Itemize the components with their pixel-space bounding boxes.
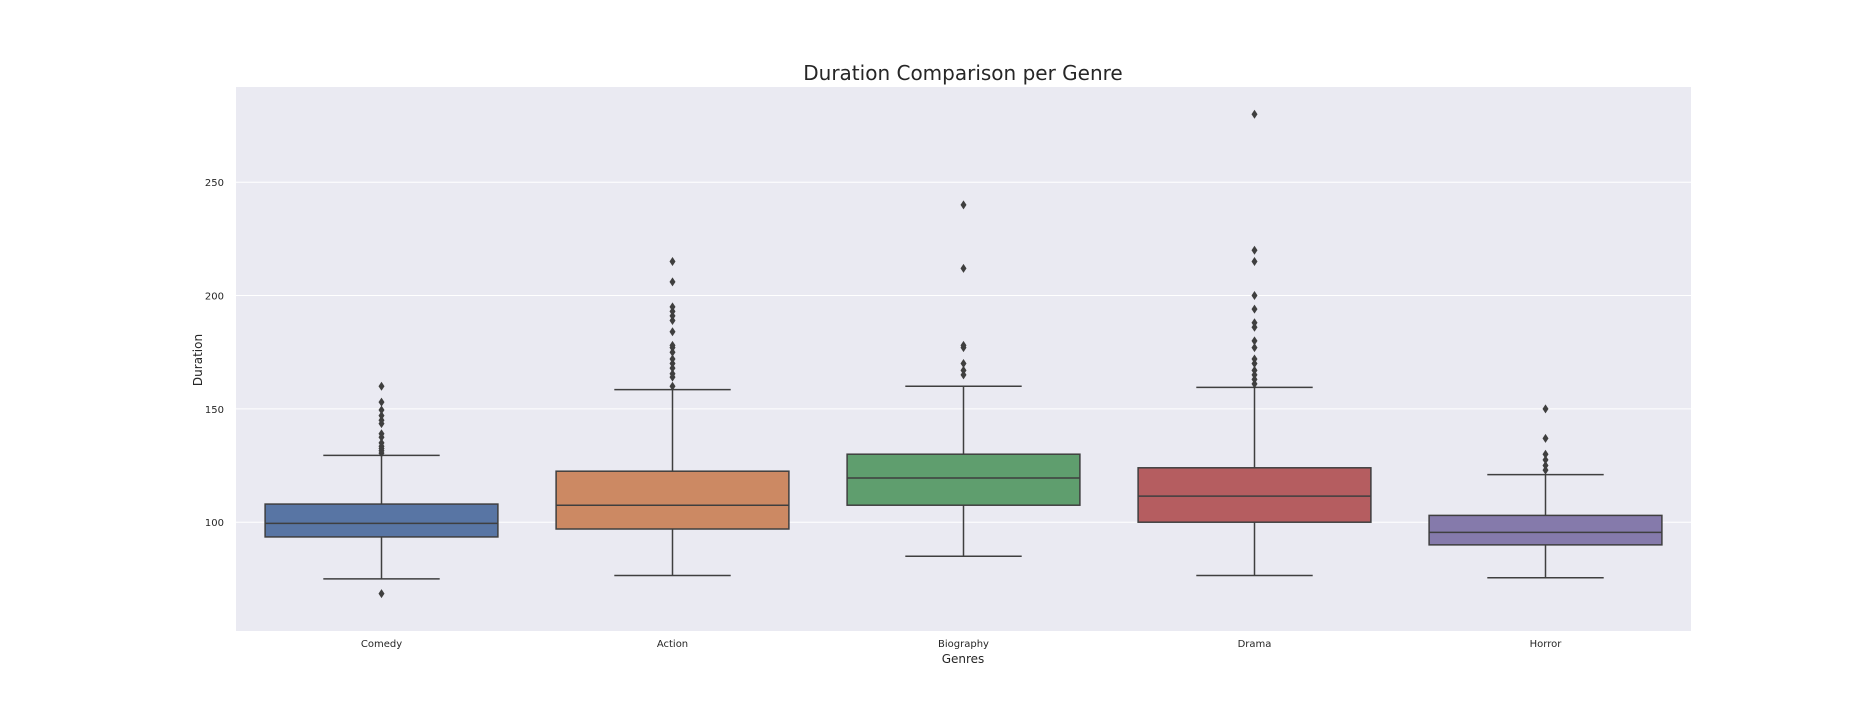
outlier-point [960, 263, 967, 273]
outlier-point [1542, 455, 1549, 465]
outlier-point [669, 340, 676, 350]
x-tick-label-comedy: Comedy [361, 639, 402, 650]
y-tick-label: 250 [205, 178, 224, 189]
box-group-action [555, 257, 790, 577]
x-tick-label-drama: Drama [1238, 639, 1272, 650]
outlier-point [960, 370, 967, 380]
boxes [264, 109, 1663, 599]
outlier-point [1251, 291, 1258, 301]
outlier-point [669, 257, 676, 267]
outlier-point [378, 415, 385, 425]
outlier-point [1251, 336, 1258, 346]
outlier-point [1251, 379, 1258, 389]
outlier-point [669, 381, 676, 391]
outlier-point [1542, 449, 1549, 459]
outlier-point [669, 302, 676, 312]
x-ticks: Comedy Action Biography Drama Horror [361, 639, 1562, 650]
box-group-comedy [264, 381, 499, 599]
outlier-point [960, 359, 967, 369]
box-drama [1137, 467, 1372, 523]
outlier-point [378, 429, 385, 439]
outlier-point [378, 589, 385, 599]
x-axis-label: Genres [942, 652, 985, 666]
outlier-point [1251, 322, 1258, 332]
box-comedy [264, 503, 499, 538]
outlier-point [1251, 304, 1258, 314]
box-action [555, 470, 790, 530]
outlier-point [378, 397, 385, 407]
outlier-point [1251, 365, 1258, 375]
outlier-point [1251, 318, 1258, 328]
outlier-point [1251, 354, 1258, 364]
outlier-point [669, 277, 676, 287]
outlier-point [669, 354, 676, 364]
outlier-point [960, 340, 967, 350]
outlier-point [1542, 404, 1549, 414]
box-horror [1428, 514, 1663, 546]
outlier-point [669, 369, 676, 379]
y-tick-label: 100 [205, 518, 224, 529]
y-tick-label: 150 [205, 405, 224, 416]
x-tick-label-action: Action [657, 639, 688, 650]
outlier-point [1542, 465, 1549, 475]
outlier-point [378, 411, 385, 421]
box-biography [846, 453, 1081, 506]
outlier-point [1542, 433, 1549, 443]
outlier-point [669, 306, 676, 316]
outlier-point [1251, 257, 1258, 267]
outlier-point [378, 405, 385, 415]
box-group-biography [846, 200, 1081, 557]
outlier-point [1251, 374, 1258, 384]
outlier-point [378, 381, 385, 391]
outlier-point [1251, 109, 1258, 119]
outlier-point [669, 359, 676, 369]
outlier-point [1251, 370, 1258, 380]
outlier-point [669, 315, 676, 325]
outlier-point [1542, 461, 1549, 471]
y-tick-label: 200 [205, 292, 224, 303]
outlier-point [669, 327, 676, 337]
chart-title: Duration Comparison per Genre [803, 61, 1122, 85]
outlier-point [960, 200, 967, 210]
outlier-point [378, 438, 385, 448]
x-tick-label-biography: Biography [938, 639, 989, 650]
box-group-horror [1428, 404, 1663, 579]
y-ticks: 100 150 200 250 [205, 178, 224, 529]
outlier-point [960, 365, 967, 375]
outlier-point [669, 363, 676, 373]
outlier-point [1251, 343, 1258, 353]
outlier-point [1251, 359, 1258, 369]
outlier-point [669, 311, 676, 321]
box-group-drama [1137, 109, 1372, 577]
y-axis-label: Duration [191, 334, 205, 386]
outlier-point [669, 347, 676, 357]
outlier-point [1251, 245, 1258, 255]
x-tick-label-horror: Horror [1530, 639, 1563, 650]
